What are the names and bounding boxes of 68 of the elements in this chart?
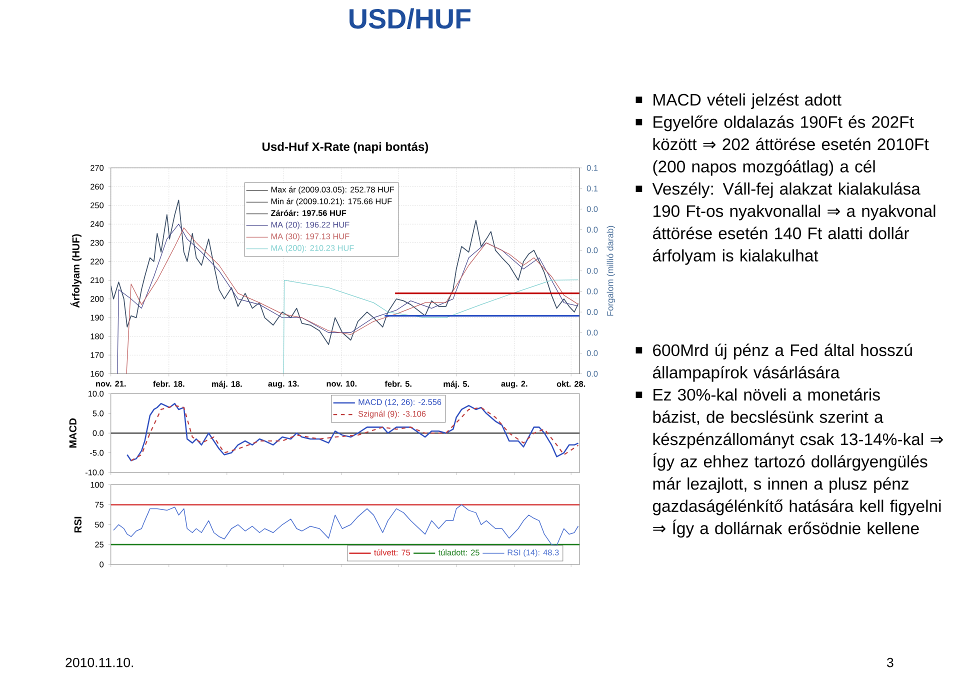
- y2-tick-label: 0.0: [586, 288, 598, 295]
- y-tick-label: 230: [90, 240, 104, 246]
- x-tick-label: máj. 5.: [444, 381, 469, 389]
- x-tick-label: nov. 10.: [326, 381, 356, 387]
- text: 3: [886, 658, 894, 668]
- text: Veszély: Váll-fej alakzat kialakulása 190 Ft-os nyakvonallal ⇒ a nyakvonal áttörése esetén 140 Ft alatti dollár árfolyam is kialakulhat: [652, 182, 936, 266]
- legend-label: MA (200): 210.23 HUF: [271, 245, 354, 253]
- text: 2010.11.10.: [66, 658, 134, 668]
- line-series: [283, 280, 579, 374]
- x-tick-label: febr. 5.: [384, 381, 412, 388]
- y-tick-label: 250: [90, 202, 104, 208]
- y-tick-label: 200: [90, 296, 104, 302]
- y-tick-label: -10.0: [85, 470, 104, 476]
- y2-tick-label: 0.1: [586, 186, 598, 192]
- legend-label: MACD (12, 26): -2.556: [358, 399, 442, 407]
- y2-tick-label: 0.0: [586, 350, 598, 356]
- y2-tick-label: 0.0: [586, 227, 598, 233]
- y2-tick-label: 0.0: [586, 330, 598, 336]
- y2-tick-label: 0.0: [586, 309, 598, 316]
- y-tick-label: 270: [90, 165, 104, 172]
- x-tick-label: máj. 18.: [212, 381, 242, 389]
- y-tick-label: 5.0: [92, 410, 104, 417]
- annotation: Min ár (2009.10.21): 175.66 HUF: [271, 198, 392, 206]
- text: Egyelőre oldalazás 190Ft és 202Ft között ⇒ 202 áttörése esetén 2010Ft (200 napos mozgóátlag) a cél: [653, 116, 929, 176]
- y-tick-label: 190: [90, 314, 104, 321]
- text: 600Mrd új pénz a Fed által hosszú állampapírok vásárlására: [652, 344, 912, 382]
- y-tick-label: 75: [95, 502, 104, 508]
- legend-label: Szignál (9): -3.106: [358, 410, 426, 419]
- legend-label: túladott: 25: [438, 550, 480, 556]
- y2-tick-label: 0.0: [586, 206, 598, 212]
- legend-label: RSI (14): 48.3: [508, 550, 559, 558]
- y2-axis-title: Forgalom (millió darab): [606, 226, 616, 316]
- y-axis-title: RSI: [74, 517, 82, 533]
- legend-label: MA (20): 196.22 HUF: [271, 222, 350, 230]
- y-tick-label: 100: [90, 482, 104, 488]
- y2-tick-label: 0.0: [586, 268, 598, 274]
- x-tick-label: nov. 21.: [96, 381, 126, 387]
- y2-tick-label: 0.0: [586, 371, 598, 377]
- y2-tick-label: 0.0: [586, 248, 598, 254]
- legend-label: MA (30): 197.13 HUF: [271, 233, 350, 242]
- y-tick-label: 50: [95, 522, 104, 528]
- y-tick-label: 10.0: [88, 391, 104, 397]
- x-tick-label: okt. 28.: [556, 381, 586, 388]
- y-tick-label: 180: [90, 334, 104, 340]
- y-axis-title: MACD: [69, 418, 76, 448]
- y-tick-label: 25: [95, 542, 104, 548]
- y-tick-label: 210: [90, 278, 104, 284]
- line-series: [113, 504, 579, 546]
- text: MACD vételi jelzést adott: [654, 93, 842, 110]
- y-axis-title: Árfolyam (HUF): [70, 234, 82, 308]
- y-tick-label: 160: [90, 371, 104, 377]
- x-tick-label: aug. 2.: [501, 381, 528, 389]
- text: Ez 30%-kal növeli a monetáris bázist, de becslésünk szerint a készpénzállományt csak 13-14%-kal ⇒ Így az ehhez tartozó dollárgyengülés már lezajlott, s innen a plusz pénz gazdaságélénkítő hatására kell figyelni ⇒ Így a dollárnak erősödnie kellene: [652, 388, 943, 538]
- x-tick-label: febr. 18.: [153, 381, 184, 388]
- y-tick-label: 0.0: [92, 430, 104, 436]
- chart-title: Usd-Huf X-Rate (napi bontás): [262, 142, 428, 154]
- y2-tick-label: 0.1: [586, 165, 598, 172]
- y-tick-label: 170: [90, 352, 104, 358]
- annotation: Max ár (2009.03.05): 252.78 HUF: [271, 186, 394, 194]
- y-tick-label: 260: [90, 184, 104, 190]
- y-tick-label: 0: [100, 562, 104, 568]
- x-tick-label: aug. 13.: [268, 381, 299, 389]
- y-tick-label: -5.0: [90, 450, 104, 456]
- text: USD/HUF: [350, 8, 471, 30]
- annotation: Záróár: 197.56 HUF: [270, 210, 346, 216]
- legend-label: túlvett: 75: [374, 550, 410, 556]
- y-tick-label: 220: [90, 258, 104, 265]
- y-tick-label: 240: [90, 221, 104, 228]
